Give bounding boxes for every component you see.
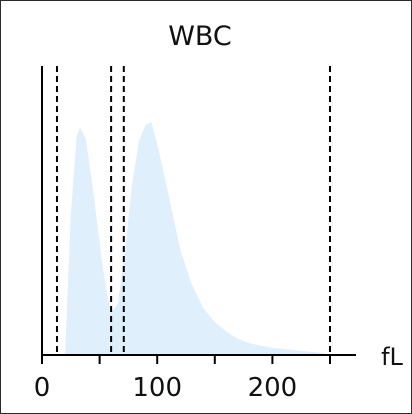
- x-tick-label: 0: [34, 373, 51, 403]
- x-tick-label: 200: [248, 373, 298, 403]
- x-tick-label: 100: [132, 373, 182, 403]
- x-axis-label: fL: [381, 343, 403, 371]
- distribution-area: [42, 122, 330, 355]
- chart-title: WBC: [168, 21, 232, 52]
